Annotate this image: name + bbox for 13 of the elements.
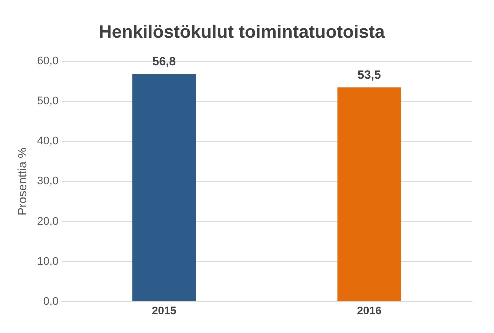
x-tick-label: 2015 [152, 305, 177, 318]
y-tick-label: 50,0 [37, 96, 59, 108]
data-label: 56,8 [152, 54, 176, 69]
data-label: 53,5 [358, 68, 382, 82]
y-tick-label: 60,0 [37, 56, 59, 68]
y-axis-title: Prosenttia % [16, 147, 30, 216]
y-tick-label: 30,0 [37, 176, 59, 188]
y-tick-label: 40,0 [37, 136, 59, 148]
chart-title: Henkilöstökulut toimintatuotoista [99, 22, 386, 42]
x-tick-label: 2016 [357, 305, 382, 318]
y-tick-label: 0,0 [44, 296, 59, 308]
y-tick-label: 20,0 [37, 216, 59, 228]
y-tick-label: 10,0 [37, 256, 59, 268]
